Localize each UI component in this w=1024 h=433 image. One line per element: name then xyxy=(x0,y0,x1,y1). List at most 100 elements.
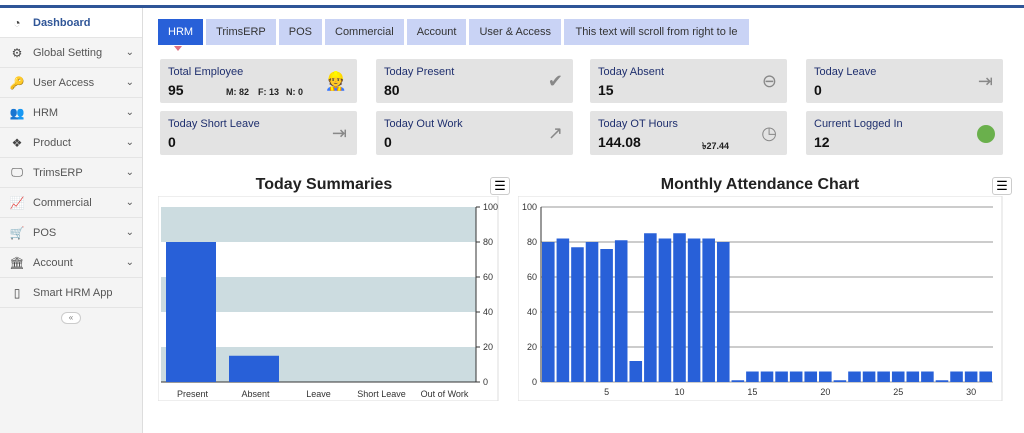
sidebar-item-label: User Access xyxy=(33,76,95,89)
monitor-icon: 🖵 xyxy=(11,165,23,179)
tab-commercial[interactable]: Commercial xyxy=(325,19,404,45)
stat-card-today-out-work[interactable]: Today Out Work 0 ↗ xyxy=(376,111,573,155)
chart-menu-button[interactable]: ☰ xyxy=(992,177,1012,195)
bar-day-18 xyxy=(789,371,803,382)
bar-day-25 xyxy=(891,371,905,382)
tab-account[interactable]: Account xyxy=(406,19,467,45)
card-label: Today Absent xyxy=(598,66,665,78)
key-icon: 🔑 xyxy=(9,75,25,90)
y-tick-label: 80 xyxy=(527,237,537,247)
card-value: 0 xyxy=(814,82,822,98)
stat-card-current-logged-in[interactable]: Current Logged In 12 xyxy=(806,111,1003,155)
bar-day-26 xyxy=(906,371,920,382)
x-tick-label: 25 xyxy=(893,387,903,397)
y-tick-label: 0 xyxy=(483,377,488,387)
users-icon: 👥 xyxy=(9,105,25,120)
sidebar-item-global-setting[interactable]: ⚙ Global Setting ⌄ xyxy=(0,38,142,68)
chart-icon: 📈 xyxy=(9,195,25,210)
sign-out-icon: ⇥ xyxy=(977,71,993,91)
sidebar: ◔ Dashboard ⚙ Global Setting ⌄ 🔑 User Access ⌄ 👥… xyxy=(0,8,143,433)
stat-card-today-ot-hours[interactable]: Today OT Hours 144.08 ৳27.44 ◷ xyxy=(590,111,787,155)
card-value: 144.08 xyxy=(598,134,641,150)
card-label: Today OT Hours xyxy=(598,118,678,130)
bar-day-3 xyxy=(571,247,584,382)
ot-amount: ৳27.44 xyxy=(702,141,730,151)
sign-out-icon: ⇥ xyxy=(331,123,347,143)
bar-day-29 xyxy=(950,371,963,382)
sidebar-item-label: Global Setting xyxy=(33,46,103,59)
marquee-text: This text will scroll from right to le xyxy=(563,19,749,45)
sidebar-item-smart-hrm-app[interactable]: ▯ Smart HRM App xyxy=(0,278,142,308)
chevron-down-icon: ⌄ xyxy=(125,107,134,118)
stat-card-today-absent[interactable]: Today Absent 15 ⊖ xyxy=(590,59,787,103)
card-label: Today Short Leave xyxy=(168,118,260,130)
sidebar-item-hrm[interactable]: 👥 HRM ⌄ xyxy=(0,98,142,128)
bar-day-15 xyxy=(746,371,759,382)
card-label: Total Employee xyxy=(168,66,244,78)
y-tick-label: 100 xyxy=(483,202,498,212)
bar-day-20 xyxy=(819,371,832,382)
chevron-down-icon: ⌄ xyxy=(125,197,134,208)
sidebar-item-user-access[interactable]: 🔑 User Access ⌄ xyxy=(0,68,142,98)
x-tick-label: 15 xyxy=(747,387,757,397)
sidebar-item-trimserp[interactable]: 🖵 TrimsERP ⌄ xyxy=(0,158,142,188)
sidebar-item-label: HRM xyxy=(33,106,59,119)
card-label: Current Logged In xyxy=(814,118,903,130)
stat-card-today-short-leave[interactable]: Today Short Leave 0 ⇥ xyxy=(160,111,357,155)
sidebar-item-label: Account xyxy=(33,256,73,269)
y-tick-label: 40 xyxy=(483,307,493,317)
sidebar-collapse-button[interactable]: « xyxy=(61,312,81,324)
card-value: 12 xyxy=(814,134,830,150)
x-tick-label: Out of Work xyxy=(421,389,469,399)
bar-present xyxy=(166,242,216,382)
gear-icon: ⚙ xyxy=(11,45,23,60)
bar-day-19 xyxy=(804,371,818,382)
chevron-down-icon: ⌄ xyxy=(125,137,134,148)
tab-user-access[interactable]: User & Access xyxy=(469,19,561,45)
tab-hrm[interactable]: HRM xyxy=(158,19,204,45)
y-tick-label: 60 xyxy=(483,272,493,282)
bar-day-23 xyxy=(862,371,876,382)
external-link-icon: ↗ xyxy=(547,123,563,143)
stat-card-today-present[interactable]: Today Present 80 ✔ xyxy=(376,59,573,103)
cart-icon: 🛒 xyxy=(9,225,25,240)
bank-icon: 🏛 xyxy=(9,255,25,270)
sidebar-item-label: Smart HRM App xyxy=(33,286,113,299)
bar-day-24 xyxy=(877,371,890,382)
sidebar-item-commercial[interactable]: 📈 Commercial ⌄ xyxy=(0,188,142,218)
tab-pos[interactable]: POS xyxy=(278,19,322,45)
chevron-down-icon: ⌄ xyxy=(125,257,134,268)
sidebar-item-pos[interactable]: 🛒 POS ⌄ xyxy=(0,218,142,248)
today-summaries-title: Today Summaries xyxy=(255,176,393,193)
male-count: M: 82 xyxy=(226,87,250,97)
x-tick-label: Short Leave xyxy=(357,389,406,399)
female-count: F: 13 xyxy=(258,87,280,97)
tab-trimserp[interactable]: TrimsERP xyxy=(206,19,276,45)
stat-card-total-employee[interactable]: Total Employee 95 M: 82 F: 13 N: 0 👷 xyxy=(160,59,357,103)
sidebar-item-label: POS xyxy=(33,226,57,239)
monthly-attendance-title: Monthly Attendance Chart xyxy=(660,176,860,193)
stat-card-today-leave[interactable]: Today Leave 0 ⇥ xyxy=(806,59,1003,103)
card-value: 15 xyxy=(598,82,614,98)
bar-day-13 xyxy=(716,242,730,382)
bar-day-9 xyxy=(658,238,672,382)
sidebar-item-product[interactable]: ❖ Product ⌄ xyxy=(0,128,142,158)
bar-day-17 xyxy=(775,371,788,382)
x-tick-label: Leave xyxy=(306,389,331,399)
card-value: 80 xyxy=(384,82,400,98)
chart-menu-button[interactable]: ☰ xyxy=(490,177,510,195)
card-value: 0 xyxy=(168,134,176,150)
module-tabs: HRM TrimsERP POS Commercial Account User & Ac… xyxy=(158,19,749,45)
bar-day-6 xyxy=(614,240,628,382)
bar-day-14 xyxy=(731,380,745,382)
bar-day-4 xyxy=(585,242,599,382)
chevron-down-icon: ⌄ xyxy=(125,167,134,178)
main-content: HRM TrimsERP POS Commercial Account User & Ac… xyxy=(144,8,1024,433)
bar-day-8 xyxy=(644,233,657,382)
y-tick-label: 80 xyxy=(483,237,493,247)
bar-day-27 xyxy=(921,371,934,382)
sidebar-item-dashboard[interactable]: ◔ Dashboard xyxy=(0,8,142,38)
bar-day-12 xyxy=(702,238,715,382)
x-tick-label: 5 xyxy=(604,387,609,397)
sidebar-item-account[interactable]: 🏛 Account ⌄ xyxy=(0,248,142,278)
